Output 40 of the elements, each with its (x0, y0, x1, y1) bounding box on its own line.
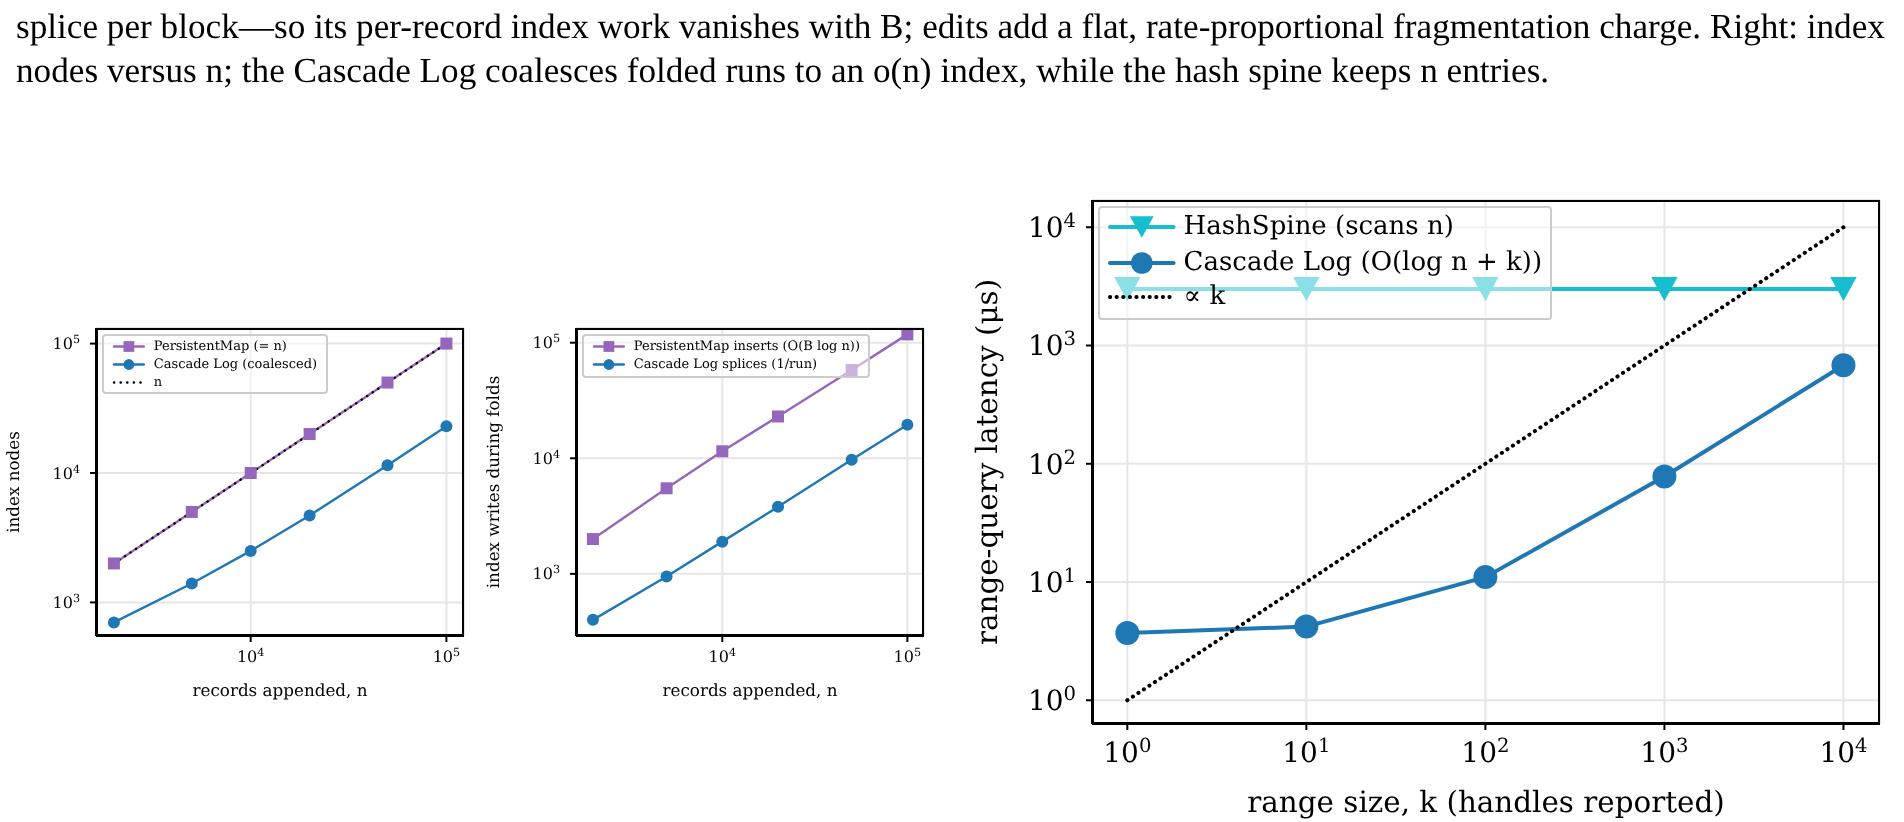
x-axis-title: range size, k (handles reported) (1247, 786, 1725, 820)
y-tick-label: 10$^{3}$ (52, 592, 81, 612)
x-tick-label: 10$^{3}$ (1640, 735, 1689, 770)
x-tick-label: 10$^{4}$ (1819, 735, 1868, 770)
point (1293, 277, 1320, 302)
point (1651, 277, 1678, 302)
y-tick-label: 10$^{4}$ (1027, 210, 1076, 246)
y-axis-title: range-query latency (μs) (970, 278, 1005, 646)
y-tick-label: 10$^{4}$ (52, 462, 81, 483)
point (1114, 277, 1141, 302)
x-tick-label: 10$^{1}$ (1282, 735, 1331, 770)
legend-label: ∝ k (1183, 280, 1226, 316)
y-tick-label: 10$^{3}$ (1027, 328, 1076, 364)
y-tick-label: 10$^{1}$ (1027, 564, 1076, 600)
y-tick-label: 10$^{5}$ (532, 332, 561, 353)
x-axis-title: records appended, n (192, 680, 369, 700)
legend-label: Cascade Log (O(log n + k)) (1183, 245, 1543, 281)
x-tick-label: 10$^{5}$ (432, 646, 462, 666)
text: splice per block—so its per-record index work vanishes with B; edits add a flat, rate-proportional fragmentation charge. Right: index nodes versus n; the Cascade Log coalesces folded runs to an o(n) index, while the hash spine keeps n entries. (16, 4, 1887, 92)
point (1115, 621, 1140, 646)
x-axis-title: records appended, n (662, 680, 839, 700)
legend-label: HashSpine (scans n) (1183, 210, 1454, 246)
y-tick-label: 10$^{5}$ (52, 333, 81, 354)
y-axis-title: index writes during folds (482, 375, 503, 589)
x-tick-label: 10$^{2}$ (1461, 735, 1510, 770)
y-tick-label: 10$^{2}$ (1027, 446, 1076, 482)
point (1473, 565, 1498, 590)
x-tick-label: 10$^{4}$ (708, 646, 737, 666)
x-tick-label: 10$^{5}$ (893, 646, 922, 666)
y-tick-label: 10$^{3}$ (532, 563, 561, 584)
point (1652, 464, 1677, 489)
point (1472, 277, 1499, 302)
point (1830, 277, 1857, 302)
y-tick-label: 10$^{0}$ (1027, 683, 1076, 719)
x-tick-label: 10$^{0}$ (1103, 735, 1152, 770)
point (1831, 353, 1856, 378)
x-tick-label: 10$^{4}$ (236, 646, 266, 666)
y-axis-title: index nodes (2, 431, 23, 533)
point (1294, 614, 1319, 639)
y-tick-label: 10$^{4}$ (532, 447, 561, 468)
